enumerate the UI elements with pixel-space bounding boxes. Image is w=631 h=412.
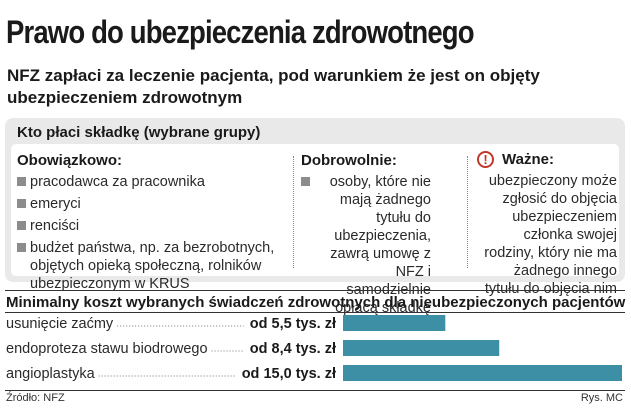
chart-title: Minimalny koszt wybranych świadczeń zdro… xyxy=(6,294,626,311)
value-label: od 15,0 tys. zł xyxy=(242,366,336,382)
contributions-panel: Kto płaci składkę (wybrane grupy) Obowią… xyxy=(5,118,625,316)
category-label: usunięcie zaćmy xyxy=(6,316,114,332)
category-label: angioplastyka xyxy=(6,366,96,382)
voluntary-list: osoby, które nie mają żadnego tytułu do … xyxy=(301,173,431,317)
bar xyxy=(343,365,622,381)
important-text: ubezpieczony może zgłosić do objęcia ube… xyxy=(484,173,617,297)
value-label: od 8,4 tys. zł xyxy=(250,341,336,357)
list-item: emeryci xyxy=(17,195,287,213)
value-label: od 5,5 tys. zł xyxy=(250,316,336,332)
bar xyxy=(343,340,500,356)
square-bullet-icon xyxy=(17,199,26,208)
voluntary-text: osoby, które nie mają żadnego tytułu do … xyxy=(329,174,431,316)
mandatory-heading: Obowiązkowo: xyxy=(17,152,122,169)
column-divider xyxy=(467,156,468,268)
section-divider xyxy=(5,290,625,291)
square-bullet-icon xyxy=(17,221,26,230)
square-bullet-icon xyxy=(301,177,310,186)
page-title: Prawo do ubezpieczenia zdrowotnego xyxy=(6,14,475,50)
exclamation-icon: ! xyxy=(477,151,494,168)
square-bullet-icon xyxy=(17,177,26,186)
panel-body: Obowiązkowo: pracodawca za pracownika em… xyxy=(11,144,619,316)
list-item: pracodawca za pracownika xyxy=(17,173,287,191)
column-divider xyxy=(293,156,294,268)
list-item: osoby, które nie mają żadnego tytułu do … xyxy=(301,173,431,317)
list-item: budżet państwa, np. za bezrobotnych, obj… xyxy=(17,239,287,293)
list-item: renciści xyxy=(17,217,287,235)
important-header: ! Ważne: xyxy=(477,151,617,168)
chart-title-underline xyxy=(5,312,625,313)
mandatory-list: pracodawca za pracownika emeryci renciśc… xyxy=(17,173,287,293)
important-column: ! Ważne: ubezpieczony może zgłosić do ob… xyxy=(477,151,617,298)
list-item-text: budżet państwa, np. za bezrobotnych, obj… xyxy=(30,240,275,292)
square-bullet-icon xyxy=(17,243,26,252)
list-item-text: pracodawca za pracownika xyxy=(30,174,205,190)
important-heading: Ważne: xyxy=(502,151,554,168)
page-subtitle: NFZ zapłaci za leczenie pacjenta, pod wa… xyxy=(7,66,540,107)
mandatory-column: Obowiązkowo: pracodawca za pracownika em… xyxy=(17,152,287,297)
category-label: endoproteza stawu biodrowego xyxy=(6,341,208,357)
panel-header: Kto płaci składkę (wybrane grupy) xyxy=(17,124,261,141)
list-item-text: renciści xyxy=(30,218,80,234)
voluntary-column: Dobrowolnie: osoby, które nie mają żadne… xyxy=(301,152,431,321)
credit-note: Rys. MC xyxy=(580,392,623,404)
bar xyxy=(343,315,446,331)
footer-divider xyxy=(5,390,625,391)
source-note: Źródło: NFZ xyxy=(6,392,65,404)
cost-bar-chart: usunięcie zaćmy od 5,5 tys. zł endoproteza… xyxy=(6,315,622,382)
list-item-text: emeryci xyxy=(30,196,81,212)
voluntary-heading: Dobrowolnie: xyxy=(301,152,397,169)
